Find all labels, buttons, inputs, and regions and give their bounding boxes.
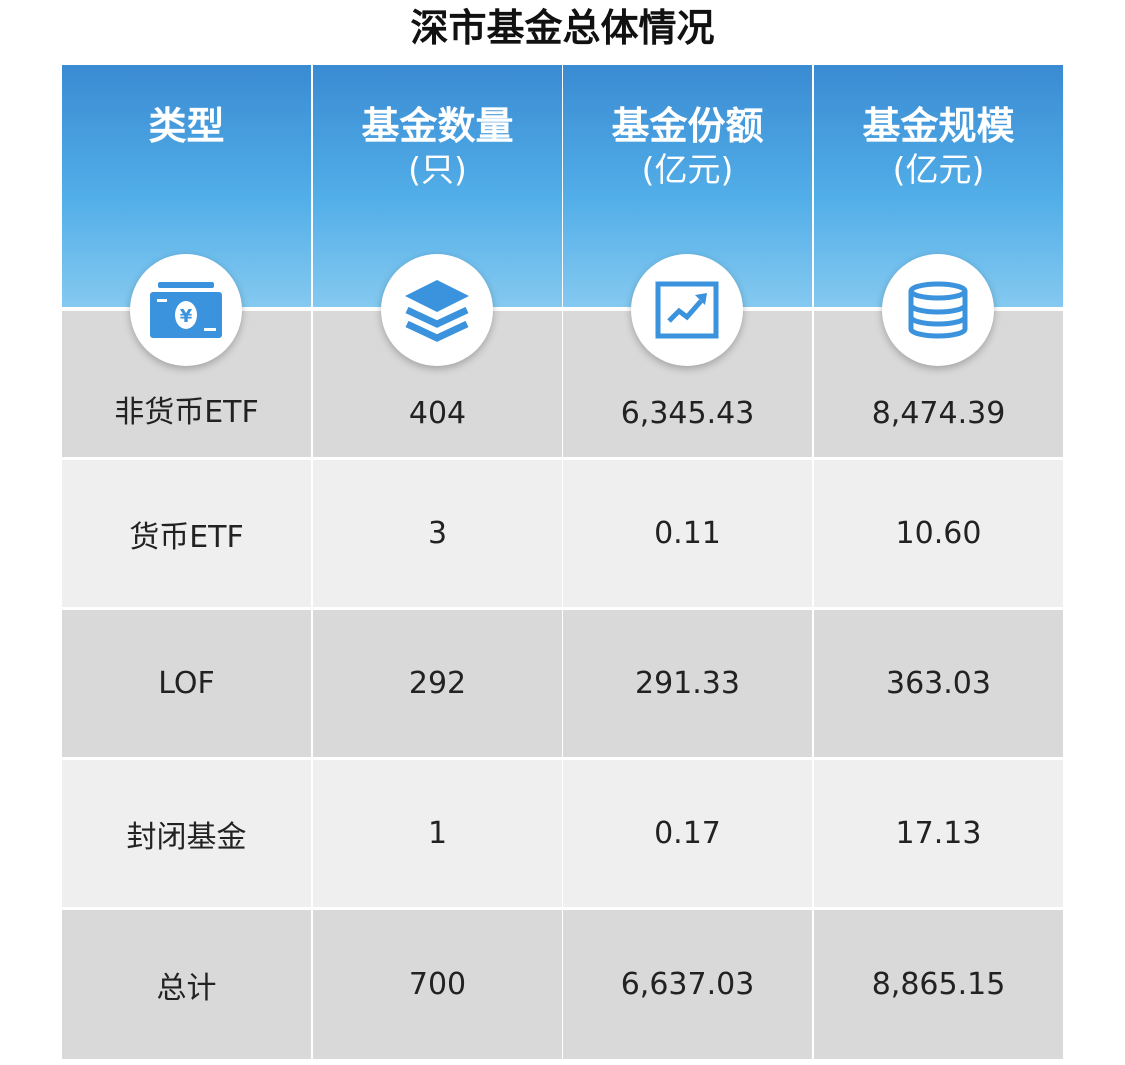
header-label: 基金份额(亿元) <box>611 104 764 189</box>
money-icon: ¥ <box>130 254 242 366</box>
header-label: 基金规模(亿元) <box>862 104 1015 189</box>
table-cell: 700 <box>313 910 562 1059</box>
row-label-cell: 非货币ETF <box>114 395 259 430</box>
table-cell: 291.33 <box>563 610 812 757</box>
trend-chart-icon <box>631 254 743 366</box>
row-label-cell: 货币ETF <box>62 460 311 607</box>
row-label-cell: 总计 <box>62 910 311 1059</box>
column-header: 类型 <box>62 65 311 307</box>
table-cell: 1 <box>313 760 562 907</box>
column-header: 基金数量(只) <box>313 65 562 307</box>
database-icon <box>882 254 994 366</box>
table-cell: 6,637.03 <box>563 910 812 1059</box>
table-cell: 0.11 <box>563 460 812 607</box>
header-label: 类型 <box>148 104 225 148</box>
row-label-cell: LOF <box>62 610 311 757</box>
table-cell: 292 <box>313 610 562 757</box>
table-cell: 10.60 <box>814 460 1063 607</box>
column-header: 基金份额(亿元) <box>563 65 812 307</box>
table-cell: 3 <box>313 460 562 607</box>
table-cell: 6,345.43 <box>620 396 755 431</box>
table-cell: 8,474.39 <box>871 396 1006 431</box>
table-cell: 404 <box>408 396 467 431</box>
fund-table: 非货币ETF 404 6,345.43 8,474.39 货币ETF 3 0.11 10.60… <box>62 65 1063 1059</box>
table-cell: 0.17 <box>563 760 812 907</box>
row-label-cell: 封闭基金 <box>62 760 311 907</box>
table-cell: 363.03 <box>814 610 1063 757</box>
header-label: 基金数量(只) <box>361 104 514 189</box>
page-title: 深市基金总体情况 <box>410 6 715 50</box>
layers-icon <box>381 254 493 366</box>
table-cell: 17.13 <box>814 760 1063 907</box>
table-cell: 8,865.15 <box>814 910 1063 1059</box>
svg-text:¥: ¥ <box>180 306 193 327</box>
